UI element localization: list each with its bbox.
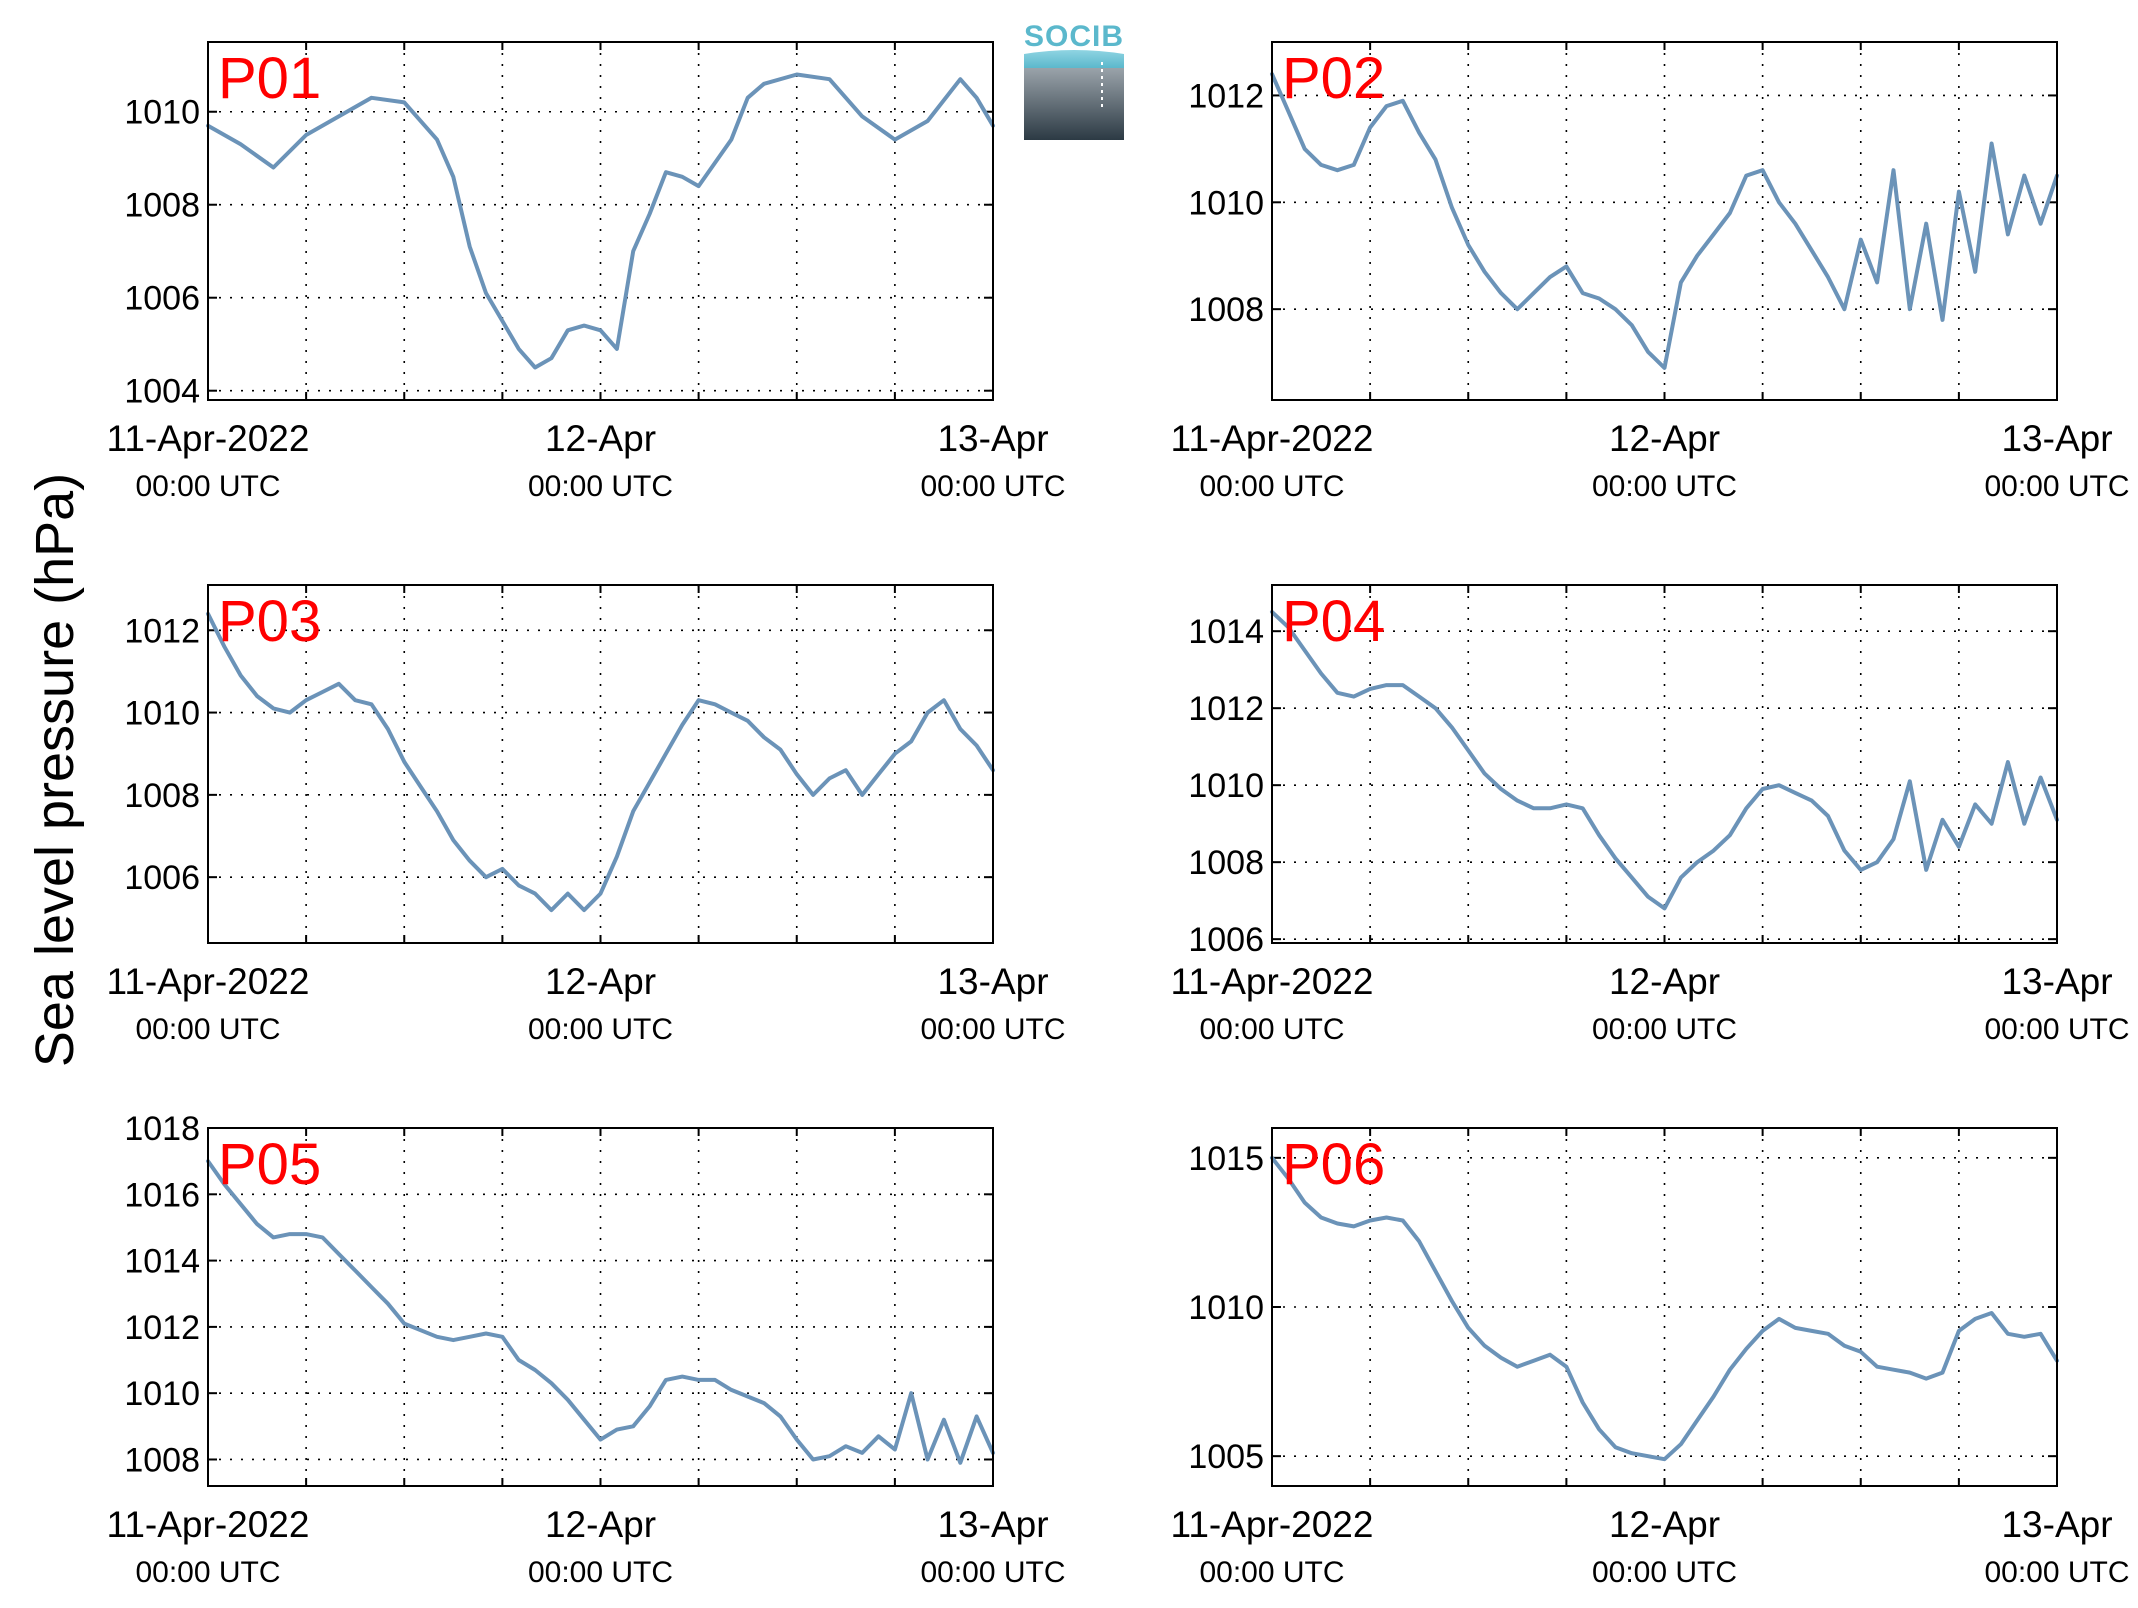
x-tick-date-label: 11-Apr-2022 xyxy=(107,418,310,459)
y-tick-label: 1008 xyxy=(1188,844,1264,882)
y-tick-label: 1012 xyxy=(1188,690,1264,728)
panel-p01: 1004 1006 1008 1010 11-Apr-2022 00:00 UTC 12-A… xyxy=(107,41,1066,503)
y-tick-label: 1008 xyxy=(1188,291,1264,329)
panel-p05: 1008 1010 1012 1014 1016 1018 11-Apr-2022 00:00… xyxy=(107,1110,1066,1589)
x-tick-time-label: 00:00 UTC xyxy=(528,1556,673,1589)
x-tick-time-label: 00:00 UTC xyxy=(135,1013,280,1046)
x-tick-date-label: 11-Apr-2022 xyxy=(107,1504,310,1545)
x-tick-date-label: 13-Apr xyxy=(937,418,1048,459)
x-tick-time-label: 00:00 UTC xyxy=(1984,470,2129,503)
x-tick-date-label: 12-Apr xyxy=(1609,1504,1720,1545)
x-tick-date-label: 13-Apr xyxy=(2001,961,2112,1002)
panel-label: P06 xyxy=(1282,1132,1385,1197)
y-tick-label: 1008 xyxy=(124,187,200,225)
x-tick-time-label: 00:00 UTC xyxy=(528,470,673,503)
x-tick-time-label: 00:00 UTC xyxy=(920,1013,1065,1046)
y-tick-label: 1005 xyxy=(1188,1438,1264,1476)
panel-p03: 1006 1008 1010 1012 11-Apr-2022 00:00 UTC 12-A… xyxy=(107,584,1066,1046)
y-tick-label: 1012 xyxy=(1188,77,1264,115)
x-tick-time-label: 00:00 UTC xyxy=(1199,470,1344,503)
x-tick-time-label: 00:00 UTC xyxy=(1984,1013,2129,1046)
y-tick-label: 1008 xyxy=(124,1441,200,1479)
axes-frame xyxy=(1271,41,2058,401)
x-tick-date-label: 12-Apr xyxy=(1609,418,1720,459)
y-tick-label: 1010 xyxy=(124,695,200,733)
x-tick-time-label: 00:00 UTC xyxy=(1199,1556,1344,1589)
panel-label: P04 xyxy=(1282,589,1385,654)
y-tick-label: 1014 xyxy=(124,1243,200,1281)
panel-label: P02 xyxy=(1282,46,1385,111)
panel-p02: 1008 1010 1012 11-Apr-2022 00:00 UTC 12-Apr 00… xyxy=(1171,41,2130,503)
y-tick-label: 1016 xyxy=(124,1176,200,1214)
figure-ylabel: Sea level pressure (hPa) xyxy=(25,473,85,1067)
x-tick-time-label: 00:00 UTC xyxy=(1592,470,1737,503)
x-tick-date-label: 11-Apr-2022 xyxy=(107,961,310,1002)
series-line-p04 xyxy=(1270,609,2059,911)
panel-label: P05 xyxy=(218,1132,321,1197)
x-tick-time-label: 00:00 UTC xyxy=(920,1556,1065,1589)
x-tick-date-label: 12-Apr xyxy=(1609,961,1720,1002)
y-tick-label: 1006 xyxy=(124,280,200,318)
x-tick-date-label: 11-Apr-2022 xyxy=(1171,961,1374,1002)
y-tick-label: 1014 xyxy=(1188,613,1264,651)
x-tick-date-label: 12-Apr xyxy=(545,1504,656,1545)
x-tick-time-label: 00:00 UTC xyxy=(1592,1013,1737,1046)
y-tick-label: 1010 xyxy=(1188,1289,1264,1327)
panel-label: P03 xyxy=(218,589,321,654)
y-tick-label: 1015 xyxy=(1188,1140,1264,1178)
y-tick-label: 1010 xyxy=(1188,767,1264,805)
x-tick-time-label: 00:00 UTC xyxy=(135,1556,280,1589)
x-tick-time-label: 00:00 UTC xyxy=(920,470,1065,503)
axes-frame xyxy=(207,584,994,944)
axes-frame xyxy=(207,1127,994,1487)
x-tick-date-label: 13-Apr xyxy=(937,961,1048,1002)
panel-p04: 1006 1008 1010 1012 1014 11-Apr-2022 00:00 UTC… xyxy=(1171,584,2130,1046)
y-tick-label: 1004 xyxy=(124,373,200,411)
y-tick-label: 1012 xyxy=(124,1309,200,1347)
series-line-p06 xyxy=(1270,1155,2059,1462)
series-line-p01 xyxy=(206,72,995,370)
axes-frame xyxy=(1271,1127,2058,1487)
y-tick-label: 1006 xyxy=(124,859,200,897)
axes-frame xyxy=(207,41,994,401)
y-tick-label: 1010 xyxy=(1188,184,1264,222)
x-tick-date-label: 13-Apr xyxy=(937,1504,1048,1545)
x-tick-date-label: 13-Apr xyxy=(2001,418,2112,459)
axes-frame xyxy=(1271,584,2058,944)
x-tick-date-label: 12-Apr xyxy=(545,961,656,1002)
panel-label: P01 xyxy=(218,46,321,111)
panel-p06: 1005 1010 1015 11-Apr-2022 00:00 UTC 12-Apr 00… xyxy=(1171,1127,2130,1589)
x-tick-date-label: 11-Apr-2022 xyxy=(1171,418,1374,459)
panel-grid: 1004 1006 1008 1010 11-Apr-2022 00:00 UTC 12-A… xyxy=(107,41,2130,1589)
series-line-p05 xyxy=(206,1159,995,1465)
x-tick-time-label: 00:00 UTC xyxy=(1984,1556,2129,1589)
y-tick-label: 1006 xyxy=(1188,921,1264,959)
y-tick-label: 1008 xyxy=(124,777,200,815)
series-line-p02 xyxy=(1270,72,2059,370)
x-tick-time-label: 00:00 UTC xyxy=(528,1013,673,1046)
socib-logo: SOCIB xyxy=(1024,20,1124,140)
y-tick-label: 1010 xyxy=(124,1375,200,1413)
y-tick-label: 1018 xyxy=(124,1110,200,1148)
x-tick-date-label: 12-Apr xyxy=(545,418,656,459)
x-tick-date-label: 13-Apr xyxy=(2001,1504,2112,1545)
series-line-p03 xyxy=(206,611,995,913)
x-tick-time-label: 00:00 UTC xyxy=(1199,1013,1344,1046)
x-tick-date-label: 11-Apr-2022 xyxy=(1171,1504,1374,1545)
logo-wordmark: SOCIB xyxy=(1024,20,1124,53)
y-tick-label: 1010 xyxy=(124,94,200,132)
y-tick-label: 1012 xyxy=(124,612,200,650)
x-tick-time-label: 00:00 UTC xyxy=(135,470,280,503)
x-tick-time-label: 00:00 UTC xyxy=(1592,1556,1737,1589)
